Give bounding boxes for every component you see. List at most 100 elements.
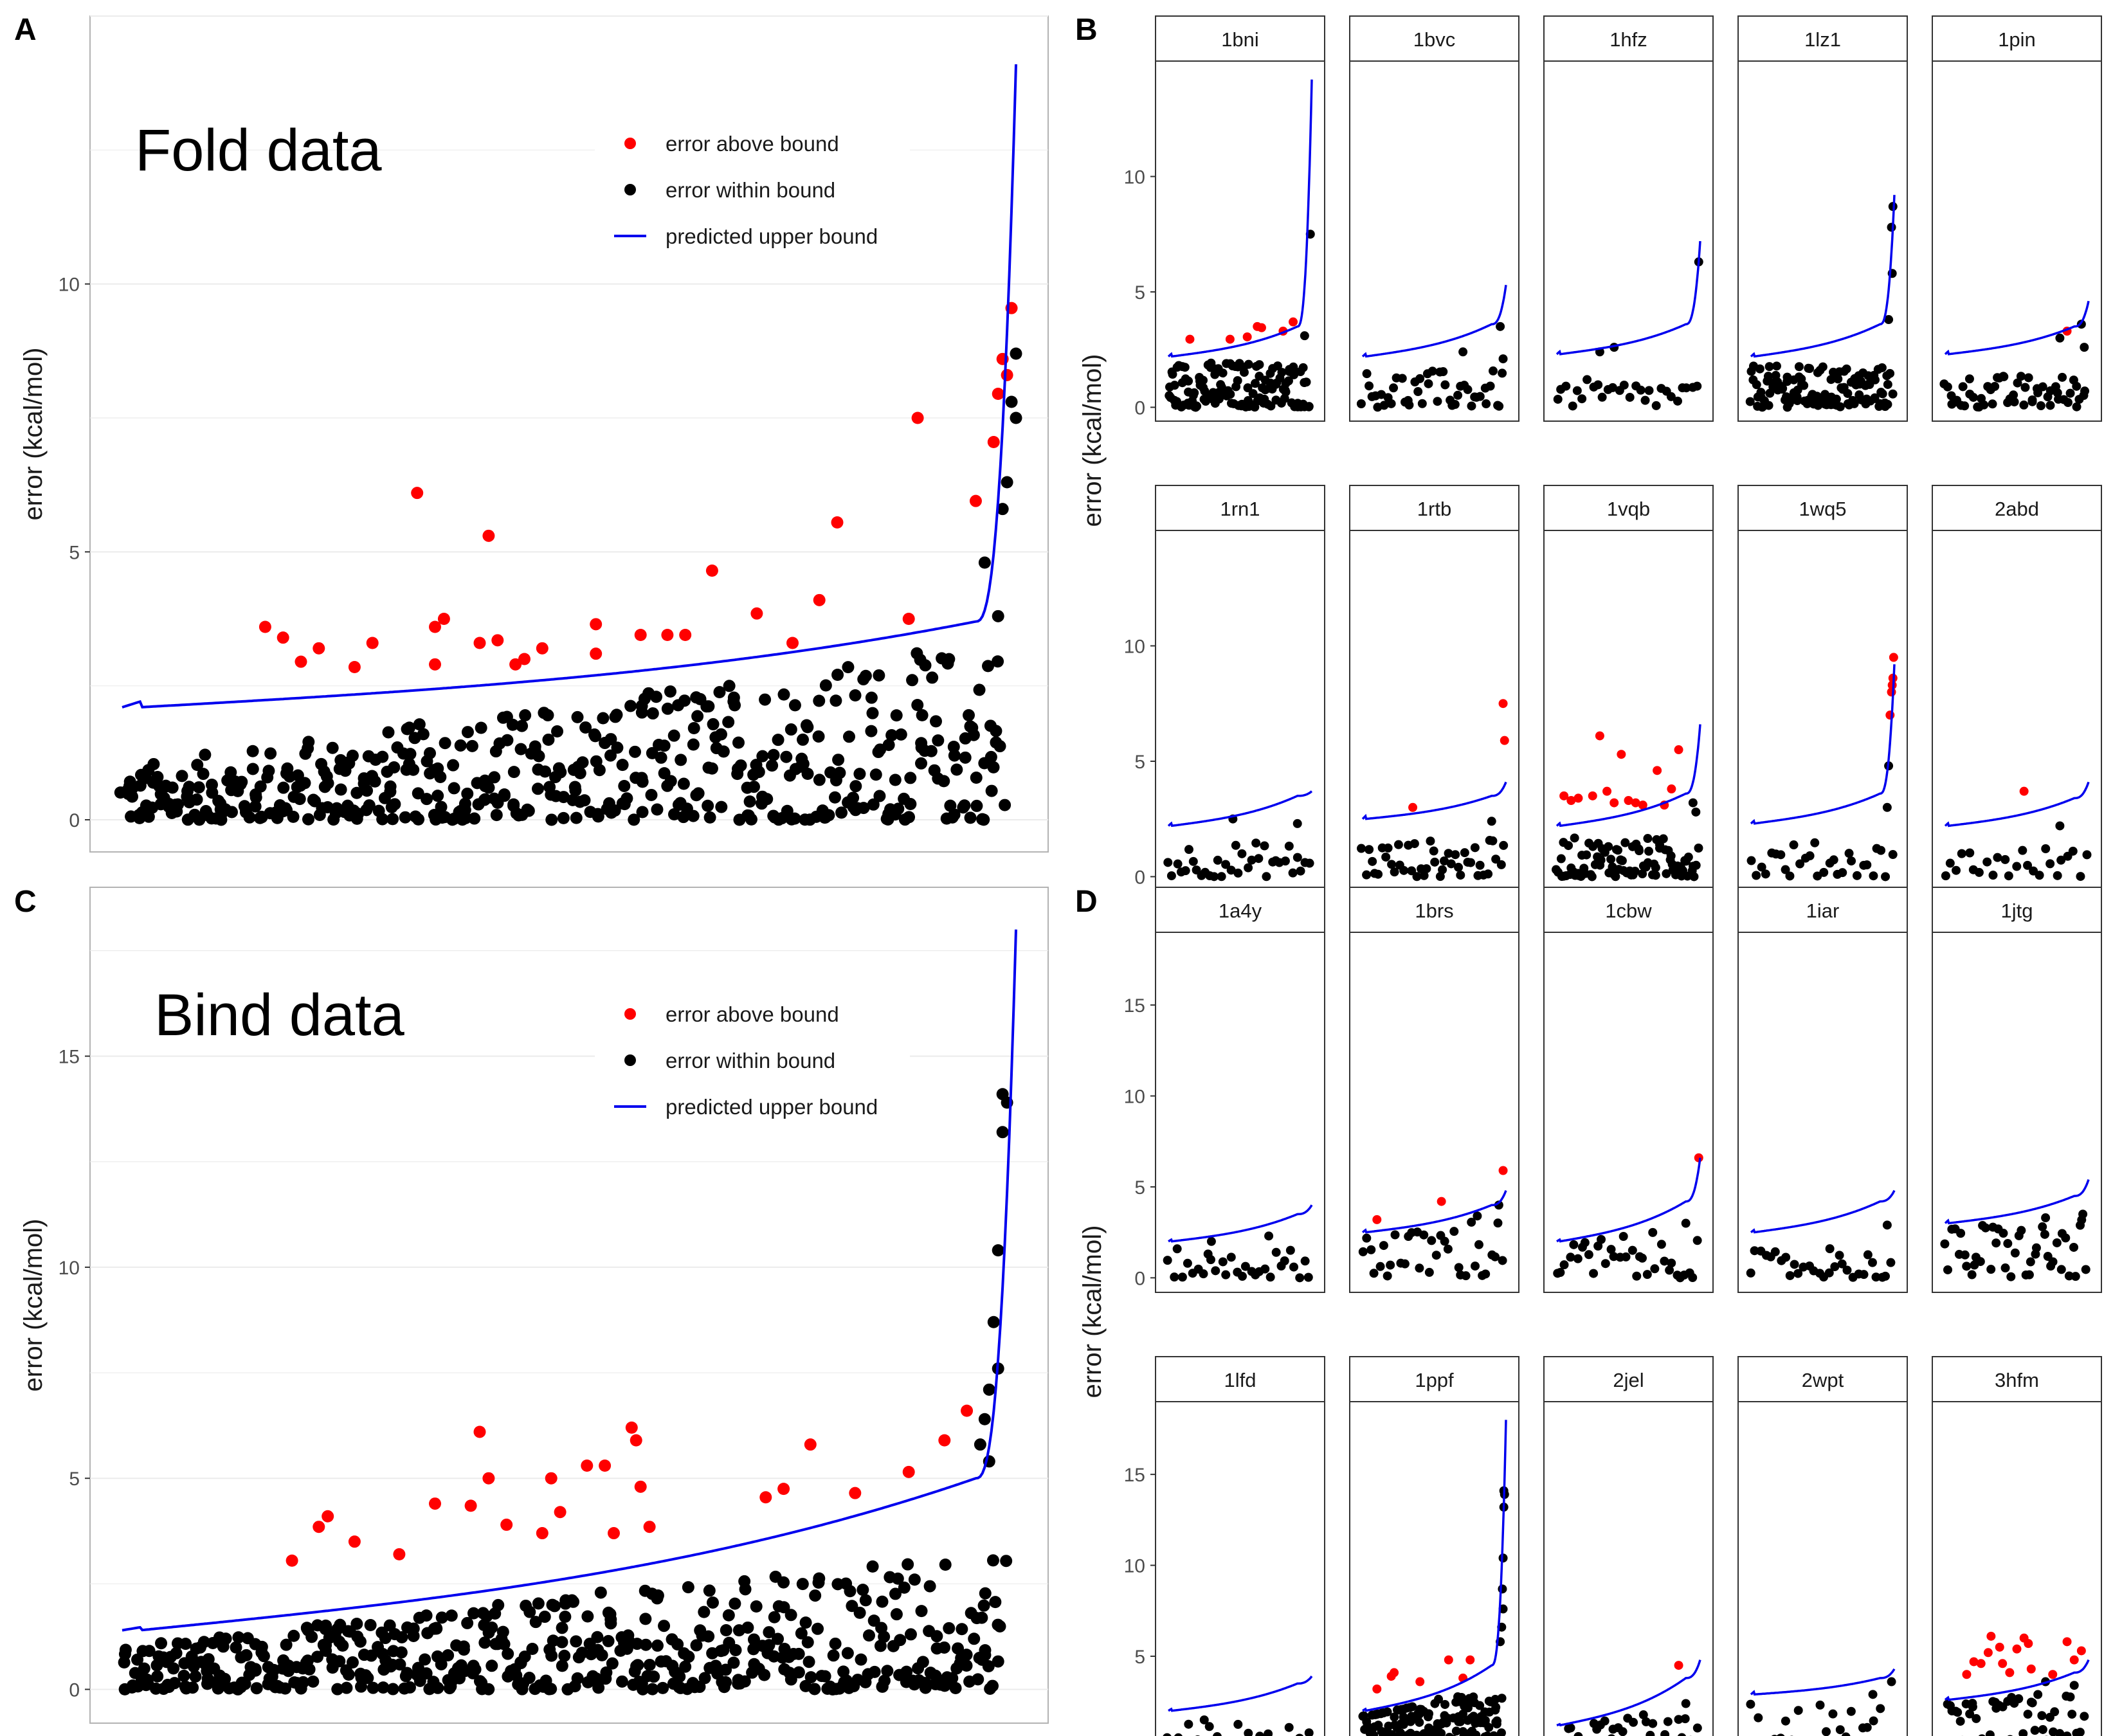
point-within-bound bbox=[890, 709, 903, 722]
point-within-bound bbox=[1437, 1728, 1446, 1736]
point-within-bound bbox=[355, 1680, 368, 1693]
point-within-bound bbox=[1390, 867, 1399, 877]
point-within-bound bbox=[970, 772, 983, 784]
point-within-bound bbox=[1846, 1706, 1856, 1716]
facet-plot-area bbox=[1349, 1401, 1519, 1736]
point-within-bound bbox=[1449, 1227, 1459, 1236]
point-within-bound bbox=[847, 791, 860, 804]
point-within-bound bbox=[1277, 368, 1287, 377]
point-within-bound bbox=[987, 761, 1000, 773]
point-within-bound bbox=[1794, 362, 1804, 372]
point-within-bound bbox=[1886, 1258, 1896, 1267]
point-within-bound bbox=[1582, 850, 1592, 860]
point-within-bound bbox=[1965, 1709, 1975, 1719]
point-within-bound bbox=[1681, 1699, 1691, 1708]
point-within-bound bbox=[868, 1665, 881, 1678]
point-within-bound bbox=[780, 750, 793, 763]
point-within-bound bbox=[1233, 1719, 1243, 1729]
y-tick-label: 10 bbox=[59, 275, 80, 296]
point-within-bound bbox=[1826, 375, 1836, 384]
point-within-bound bbox=[1199, 1715, 1209, 1724]
y-tick-label: 5 bbox=[1134, 282, 1145, 303]
point-within-bound bbox=[1964, 374, 1974, 384]
point-above-bound bbox=[634, 1480, 647, 1493]
point-within-bound bbox=[1960, 1250, 1970, 1260]
point-within-bound bbox=[602, 1634, 615, 1647]
point-within-bound bbox=[1300, 331, 1309, 341]
point-above-bound bbox=[590, 618, 603, 631]
point-within-bound bbox=[812, 1622, 824, 1635]
point-within-bound bbox=[2058, 372, 2067, 382]
point-within-bound bbox=[435, 800, 448, 813]
point-within-bound bbox=[608, 804, 621, 817]
point-above-bound bbox=[366, 637, 379, 649]
point-within-bound bbox=[1776, 850, 1786, 860]
point-within-bound bbox=[1430, 857, 1440, 867]
point-within-bound bbox=[1761, 869, 1770, 879]
facet-plot-area bbox=[1543, 932, 1714, 1293]
point-above-bound bbox=[411, 487, 424, 500]
point-within-bound bbox=[1568, 401, 1577, 411]
point-above-bound bbox=[804, 1438, 817, 1451]
point-above-bound bbox=[1617, 750, 1626, 759]
point-within-bound bbox=[2080, 1712, 2089, 1721]
point-within-bound bbox=[1399, 1712, 1408, 1722]
point-within-bound bbox=[1204, 1722, 1214, 1731]
point-within-bound bbox=[866, 1560, 879, 1573]
point-within-bound bbox=[1597, 392, 1607, 402]
point-above-bound bbox=[1631, 798, 1640, 808]
point-within-bound bbox=[1943, 382, 1952, 392]
point-within-bound bbox=[2018, 845, 2027, 855]
point-within-bound bbox=[514, 743, 527, 755]
point-within-bound bbox=[1280, 1256, 1289, 1266]
point-within-bound bbox=[1835, 402, 1845, 411]
point-within-bound bbox=[168, 1677, 181, 1690]
point-within-bound bbox=[1619, 380, 1629, 390]
point-within-bound bbox=[1830, 1262, 1840, 1272]
point-within-bound bbox=[1443, 1244, 1453, 1254]
point-within-bound bbox=[1867, 1258, 1877, 1267]
point-within-bound bbox=[516, 1683, 529, 1695]
point-within-bound bbox=[1888, 389, 1898, 399]
point-within-bound bbox=[873, 790, 886, 802]
point-within-bound bbox=[1648, 1719, 1658, 1728]
point-within-bound bbox=[501, 734, 514, 746]
facet-1hfz: 1hfz bbox=[1543, 15, 1714, 422]
point-within-bound bbox=[948, 749, 961, 762]
point-within-bound bbox=[1183, 1258, 1192, 1268]
point-within-bound bbox=[1658, 834, 1668, 844]
point-within-bound bbox=[1559, 1260, 1569, 1270]
point-within-bound bbox=[722, 1609, 735, 1622]
point-within-bound bbox=[1424, 379, 1433, 388]
point-within-bound bbox=[1570, 833, 1579, 843]
point-within-bound bbox=[143, 1645, 156, 1658]
point-within-bound bbox=[915, 757, 928, 770]
point-within-bound bbox=[1683, 853, 1693, 862]
point-within-bound bbox=[849, 689, 862, 701]
point-within-bound bbox=[1825, 1244, 1835, 1254]
point-within-bound bbox=[420, 1667, 433, 1680]
point-above-bound bbox=[1667, 784, 1676, 794]
point-above-bound bbox=[348, 1535, 361, 1548]
point-within-bound bbox=[1642, 1270, 1652, 1279]
point-within-bound bbox=[1400, 1259, 1410, 1269]
point-within-bound bbox=[1422, 864, 1431, 874]
point-within-bound bbox=[661, 702, 674, 715]
point-within-bound bbox=[906, 674, 919, 687]
y-tick-label: 15 bbox=[59, 1047, 80, 1068]
point-within-bound bbox=[835, 806, 848, 819]
point-within-bound bbox=[1606, 1245, 1616, 1254]
point-within-bound bbox=[885, 728, 898, 741]
point-within-bound bbox=[1883, 379, 1892, 389]
point-within-bound bbox=[1488, 836, 1498, 845]
point-within-bound bbox=[403, 1681, 416, 1694]
point-within-bound bbox=[959, 751, 972, 764]
point-within-bound bbox=[1466, 858, 1476, 867]
point-within-bound bbox=[999, 799, 1011, 811]
point-within-bound bbox=[1498, 368, 1507, 378]
point-within-bound bbox=[651, 1592, 664, 1605]
point-within-bound bbox=[1163, 1256, 1172, 1265]
point-within-bound bbox=[1651, 401, 1661, 410]
point-within-bound bbox=[1475, 1701, 1485, 1710]
point-within-bound bbox=[376, 750, 389, 763]
